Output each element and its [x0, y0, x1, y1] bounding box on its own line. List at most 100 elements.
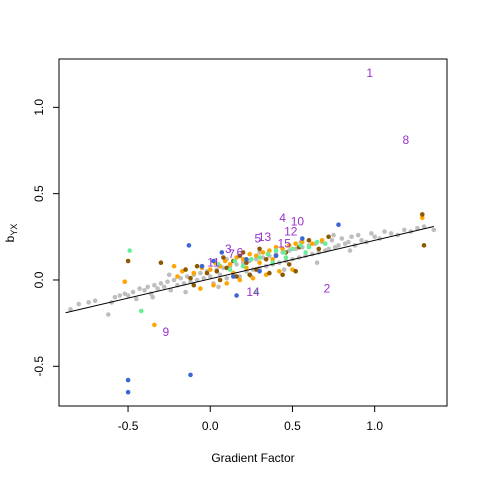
data-point-grey-71	[336, 243, 341, 248]
data-point-orange-33	[420, 215, 425, 221]
data-point-grey-5	[112, 294, 118, 300]
data-point-brown-22	[293, 269, 299, 274]
data-point-brown-1	[158, 260, 164, 266]
data-point-orange-14	[260, 250, 266, 255]
x-tick-label: 1.0	[366, 419, 383, 433]
regression-line	[65, 225, 434, 314]
data-point-grey-84	[388, 231, 394, 236]
data-point-blue-9	[273, 253, 279, 259]
x-tick-label: 0.0	[202, 419, 219, 433]
data-point-grey-21	[171, 277, 177, 283]
data-point-blue-0	[125, 377, 131, 383]
data-point-blue-5	[219, 250, 225, 255]
data-point-brown-10	[257, 246, 262, 252]
data-point-brown-21	[280, 272, 285, 278]
data-point-grey-98	[347, 248, 353, 253]
data-point-green-6	[265, 251, 271, 257]
data-point-grey-20	[168, 288, 174, 293]
point-label-11: 11	[207, 256, 220, 270]
data-point-brown-15	[306, 238, 312, 243]
point-label-5: 5	[255, 232, 262, 246]
data-points	[68, 212, 437, 395]
data-point-blue-1	[125, 389, 131, 395]
data-point-brown-8	[237, 253, 243, 259]
point-label-14: 14	[246, 285, 260, 299]
data-point-orange-37	[257, 260, 262, 266]
data-point-orange-30	[198, 286, 203, 291]
data-point-orange-19	[293, 241, 299, 246]
data-point-grey-0	[68, 307, 73, 312]
data-point-green-4	[249, 257, 254, 262]
data-point-grey-2	[86, 300, 91, 305]
data-point-grey-17	[158, 281, 164, 286]
data-point-orange-28	[277, 269, 282, 274]
data-point-orange-12	[247, 251, 252, 257]
point-label-13: 13	[258, 230, 272, 244]
y-tick-label: 0.0	[32, 271, 46, 288]
data-point-brown-25	[420, 212, 425, 217]
data-point-grey-10	[134, 296, 139, 302]
data-point-grey-74	[346, 239, 351, 245]
data-point-orange-18	[286, 243, 292, 248]
data-point-green-3	[240, 263, 246, 269]
data-point-green-17	[283, 255, 289, 260]
data-point-orange-0	[122, 279, 128, 285]
point-label-9: 9	[163, 325, 170, 339]
data-point-green-7	[273, 248, 279, 253]
data-point-orange-1	[175, 274, 180, 279]
data-point-green-14	[253, 289, 259, 295]
data-point-orange-25	[237, 277, 243, 283]
data-point-grey-77	[355, 232, 361, 238]
data-point-grey-11	[137, 286, 142, 291]
data-point-orange-34	[152, 322, 157, 328]
data-point-blue-6	[231, 274, 236, 279]
data-point-grey-3	[92, 298, 98, 304]
data-point-grey-6	[117, 293, 123, 298]
data-point-grey-30	[201, 275, 206, 281]
data-point-grey-97	[314, 260, 320, 266]
data-point-orange-8	[222, 258, 228, 264]
data-point-green-8	[281, 250, 287, 255]
data-point-grey-72	[339, 236, 345, 241]
point-label-1: 1	[366, 66, 373, 80]
data-point-orange-26	[250, 275, 256, 281]
data-point-grey-103	[331, 232, 336, 238]
data-point-grey-75	[349, 234, 354, 240]
data-point-brown-3	[194, 263, 200, 269]
data-point-grey-4	[106, 312, 111, 317]
data-point-grey-69	[329, 238, 335, 243]
data-point-grey-19	[165, 279, 170, 285]
data-point-brown-4	[204, 270, 210, 276]
data-point-orange-11	[240, 257, 246, 262]
data-point-grey-94	[216, 284, 221, 290]
point-label-7: 7	[228, 247, 235, 261]
point-label-15: 15	[278, 237, 292, 251]
data-point-brown-2	[183, 267, 188, 272]
y-axis-label-subscript: YX	[9, 224, 19, 236]
data-point-brown-17	[217, 277, 223, 283]
data-point-blue-13	[211, 258, 216, 264]
data-point-brown-23	[191, 282, 197, 288]
data-point-grey-16	[155, 286, 160, 291]
data-point-green-19	[216, 262, 221, 267]
data-point-grey-41	[237, 274, 243, 279]
x-axis: -0.5 0.0 0.5 1.0	[118, 405, 383, 433]
data-point-brown-26	[188, 275, 193, 281]
data-point-green-2	[232, 258, 238, 264]
data-point-brown-19	[247, 272, 252, 278]
data-point-orange-24	[224, 281, 229, 286]
data-point-grey-80	[369, 231, 374, 236]
data-point-orange-15	[267, 248, 272, 253]
data-point-orange-16	[273, 244, 279, 250]
data-point-grey-93	[183, 289, 188, 295]
data-point-brown-18	[234, 274, 239, 279]
data-point-green-12	[314, 239, 320, 245]
data-point-green-0	[127, 248, 132, 253]
data-point-grey-83	[382, 229, 387, 234]
data-point-grey-78	[359, 238, 364, 243]
data-point-grey-8	[125, 293, 131, 298]
y-axis-label-main: b	[3, 235, 17, 242]
data-point-grey-104	[166, 272, 172, 278]
